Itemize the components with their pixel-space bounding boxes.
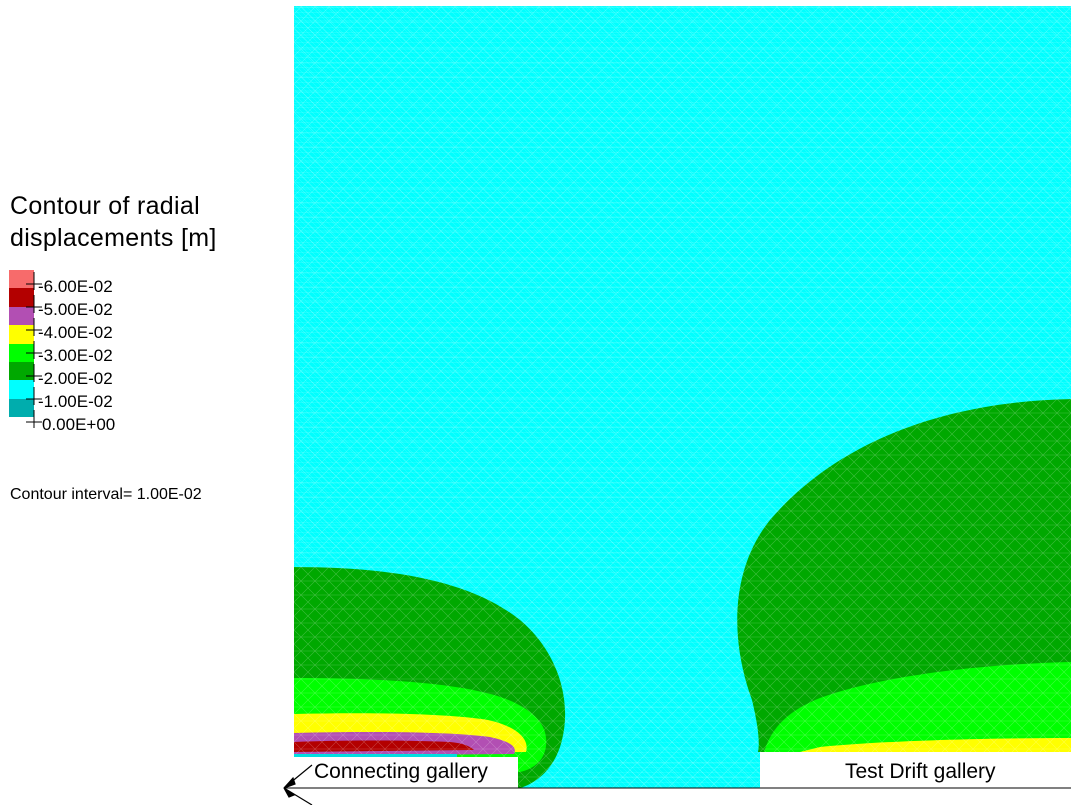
- connecting-gallery-label: Connecting gallery: [314, 760, 488, 783]
- legend-title-line1: Contour of radial: [10, 192, 200, 220]
- legend-entry-label: -5.00E-02: [38, 300, 113, 319]
- legend-swatches: [9, 270, 36, 418]
- test-drift-gallery-opening: [760, 752, 1071, 788]
- connecting-gallery-opening: [294, 757, 518, 788]
- legend-swatch-3: [9, 306, 34, 326]
- legend-entry-label: -2.00E-02: [38, 369, 113, 388]
- legend-swatch-2: [9, 288, 34, 307]
- legend-entry-label: -6.00E-02: [38, 277, 113, 296]
- legend-entry-label: 0.00E+00: [42, 415, 116, 434]
- legend-entry-label: -1.00E-02: [38, 392, 113, 411]
- legend-entry-label: -4.00E-02: [38, 323, 113, 342]
- axis-symbol-icon: [283, 764, 313, 805]
- legend-swatch-7: [9, 380, 34, 399]
- connecting-gallery-floor-line: [294, 754, 457, 757]
- legend-swatch-5: [9, 343, 34, 362]
- legend-ticks: [26, 272, 42, 467]
- contour-interval: Contour interval= 1.00E-02: [10, 486, 202, 503]
- legend-swatch-8: [9, 398, 34, 418]
- legend-title: Contour of radial displacements [m]: [10, 190, 217, 254]
- legend-entry-label: -3.00E-02: [38, 346, 113, 365]
- test-drift-gallery-label: Test Drift gallery: [845, 760, 996, 783]
- legend-title-line2: displacements [m]: [10, 224, 217, 252]
